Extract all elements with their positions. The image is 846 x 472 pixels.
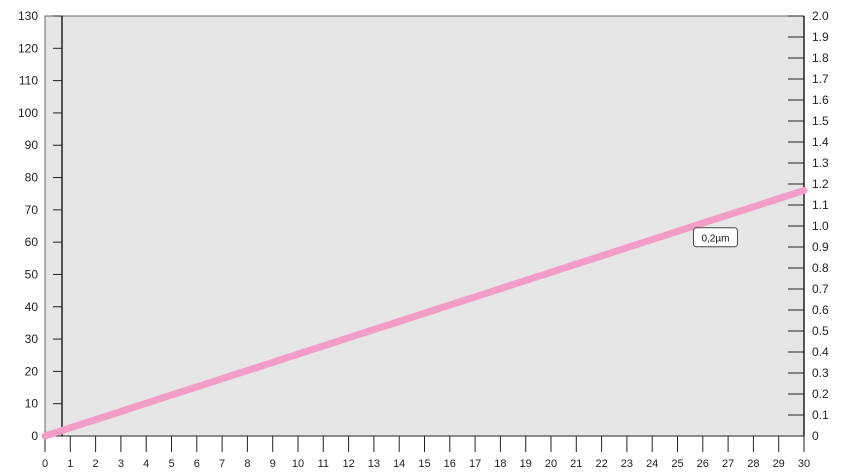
right-y-tick-label: 1.5 — [812, 114, 829, 128]
x-tick-label: 10 — [292, 458, 304, 470]
x-tick-label: 6 — [194, 458, 200, 470]
left-y-ticks: 0 10 20 30 40 50 60 70 80 90 100 110 120 130 — [18, 9, 62, 443]
plot-area — [44, 15, 805, 437]
x-tick-label: 19 — [520, 458, 532, 470]
x-tick-label: 16 — [444, 458, 456, 470]
left-y-tick-label: 50 — [25, 267, 39, 281]
x-tick-label: 11 — [318, 458, 329, 470]
x-ticks: 0 1 2 3 4 5 6 7 8 9 10 11 12 13 14 15 16 17 18 19 20 21 22 23 24… — [42, 436, 810, 470]
series-line — [41, 186, 808, 440]
x-tick-label: 4 — [143, 458, 149, 470]
x-tick-label: 8 — [244, 458, 250, 470]
x-tick-label: 12 — [342, 458, 354, 470]
x-tick-label: 9 — [270, 458, 276, 470]
x-tick-label: 28 — [747, 458, 759, 470]
right-y-tick-label: 1.0 — [812, 219, 829, 233]
x-tick-label: 20 — [545, 458, 557, 470]
right-y-tick-label: 1.2 — [812, 177, 829, 191]
x-tick-label: 13 — [368, 458, 380, 470]
x-tick-label: 1 — [67, 458, 73, 470]
x-tick-label: 2 — [93, 458, 99, 470]
left-y-tick-label: 30 — [25, 332, 39, 346]
right-y-tick-label: 0.1 — [812, 408, 829, 422]
x-tick-label: 5 — [168, 458, 174, 470]
right-y-tick-label: 1.7 — [812, 72, 829, 86]
x-tick-label: 25 — [671, 458, 683, 470]
x-tick-label: 23 — [621, 458, 633, 470]
right-y-tick-label: 0.2 — [812, 387, 829, 401]
right-y-ticks: 0 0.1 0.2 0.3 0.4 0.5 0.6 0.7 0.8 0.9 1.0 1.1 1.2 1.3… — [788, 9, 829, 443]
right-y-tick-label: 1.8 — [812, 51, 829, 65]
left-y-tick-label: 70 — [25, 203, 39, 217]
right-y-tick-label: 1.9 — [812, 30, 829, 44]
annotation-box — [692, 227, 738, 248]
x-tick-label: 30 — [798, 458, 810, 470]
right-y-tick-label: 1.3 — [812, 156, 829, 170]
right-y-tick-label: 1.6 — [812, 93, 829, 107]
x-tick-label: 27 — [722, 458, 734, 470]
right-y-tick-label: 0.9 — [812, 240, 829, 254]
x-tick-label: 17 — [469, 458, 481, 470]
x-tick-label: 15 — [418, 458, 430, 470]
x-tick-label: 18 — [494, 458, 506, 470]
left-y-tick-label: 10 — [25, 397, 39, 411]
x-tick-label: 29 — [773, 458, 785, 470]
right-y-tick-label: 0.6 — [812, 303, 829, 317]
left-y-tick-label: 100 — [18, 106, 38, 120]
x-tick-label: 0 — [42, 458, 48, 470]
left-y-tick-label: 80 — [25, 171, 39, 185]
x-tick-label: 26 — [697, 458, 709, 470]
left-y-tick-label: 90 — [25, 138, 39, 152]
left-y-tick-label: 120 — [18, 41, 38, 55]
left-y-tick-label: 110 — [19, 74, 38, 88]
right-y-tick-label: 0.7 — [812, 282, 829, 296]
annotation-label: 0,2µm — [701, 233, 729, 244]
right-y-tick-label: 1.1 — [812, 198, 829, 212]
left-y-tick-label: 130 — [18, 9, 38, 23]
series-layer — [41, 186, 808, 440]
right-y-tick-label: 0.8 — [812, 261, 829, 275]
x-tick-label: 22 — [595, 458, 607, 470]
x-tick-label: 14 — [393, 458, 405, 470]
right-y-tick-label: 0.3 — [812, 366, 829, 380]
right-y-tick-label: 0.4 — [812, 345, 829, 359]
left-y-tick-label: 20 — [25, 364, 39, 378]
left-y-tick-label: 40 — [25, 300, 39, 314]
x-tick-label: 3 — [118, 458, 124, 470]
right-y-tick-label: 0.5 — [812, 324, 829, 338]
left-y-tick-label: 0 — [31, 429, 38, 443]
right-y-tick-label: 0 — [812, 429, 819, 443]
x-tick-label: 21 — [570, 458, 582, 470]
right-y-tick-label: 2.0 — [812, 9, 829, 23]
left-y-tick-label: 60 — [25, 235, 39, 249]
annotation-layer: 0,2µm — [692, 227, 738, 248]
right-y-tick-label: 1.4 — [812, 135, 829, 149]
x-tick-label: 7 — [219, 458, 225, 470]
x-tick-label: 24 — [646, 458, 658, 470]
